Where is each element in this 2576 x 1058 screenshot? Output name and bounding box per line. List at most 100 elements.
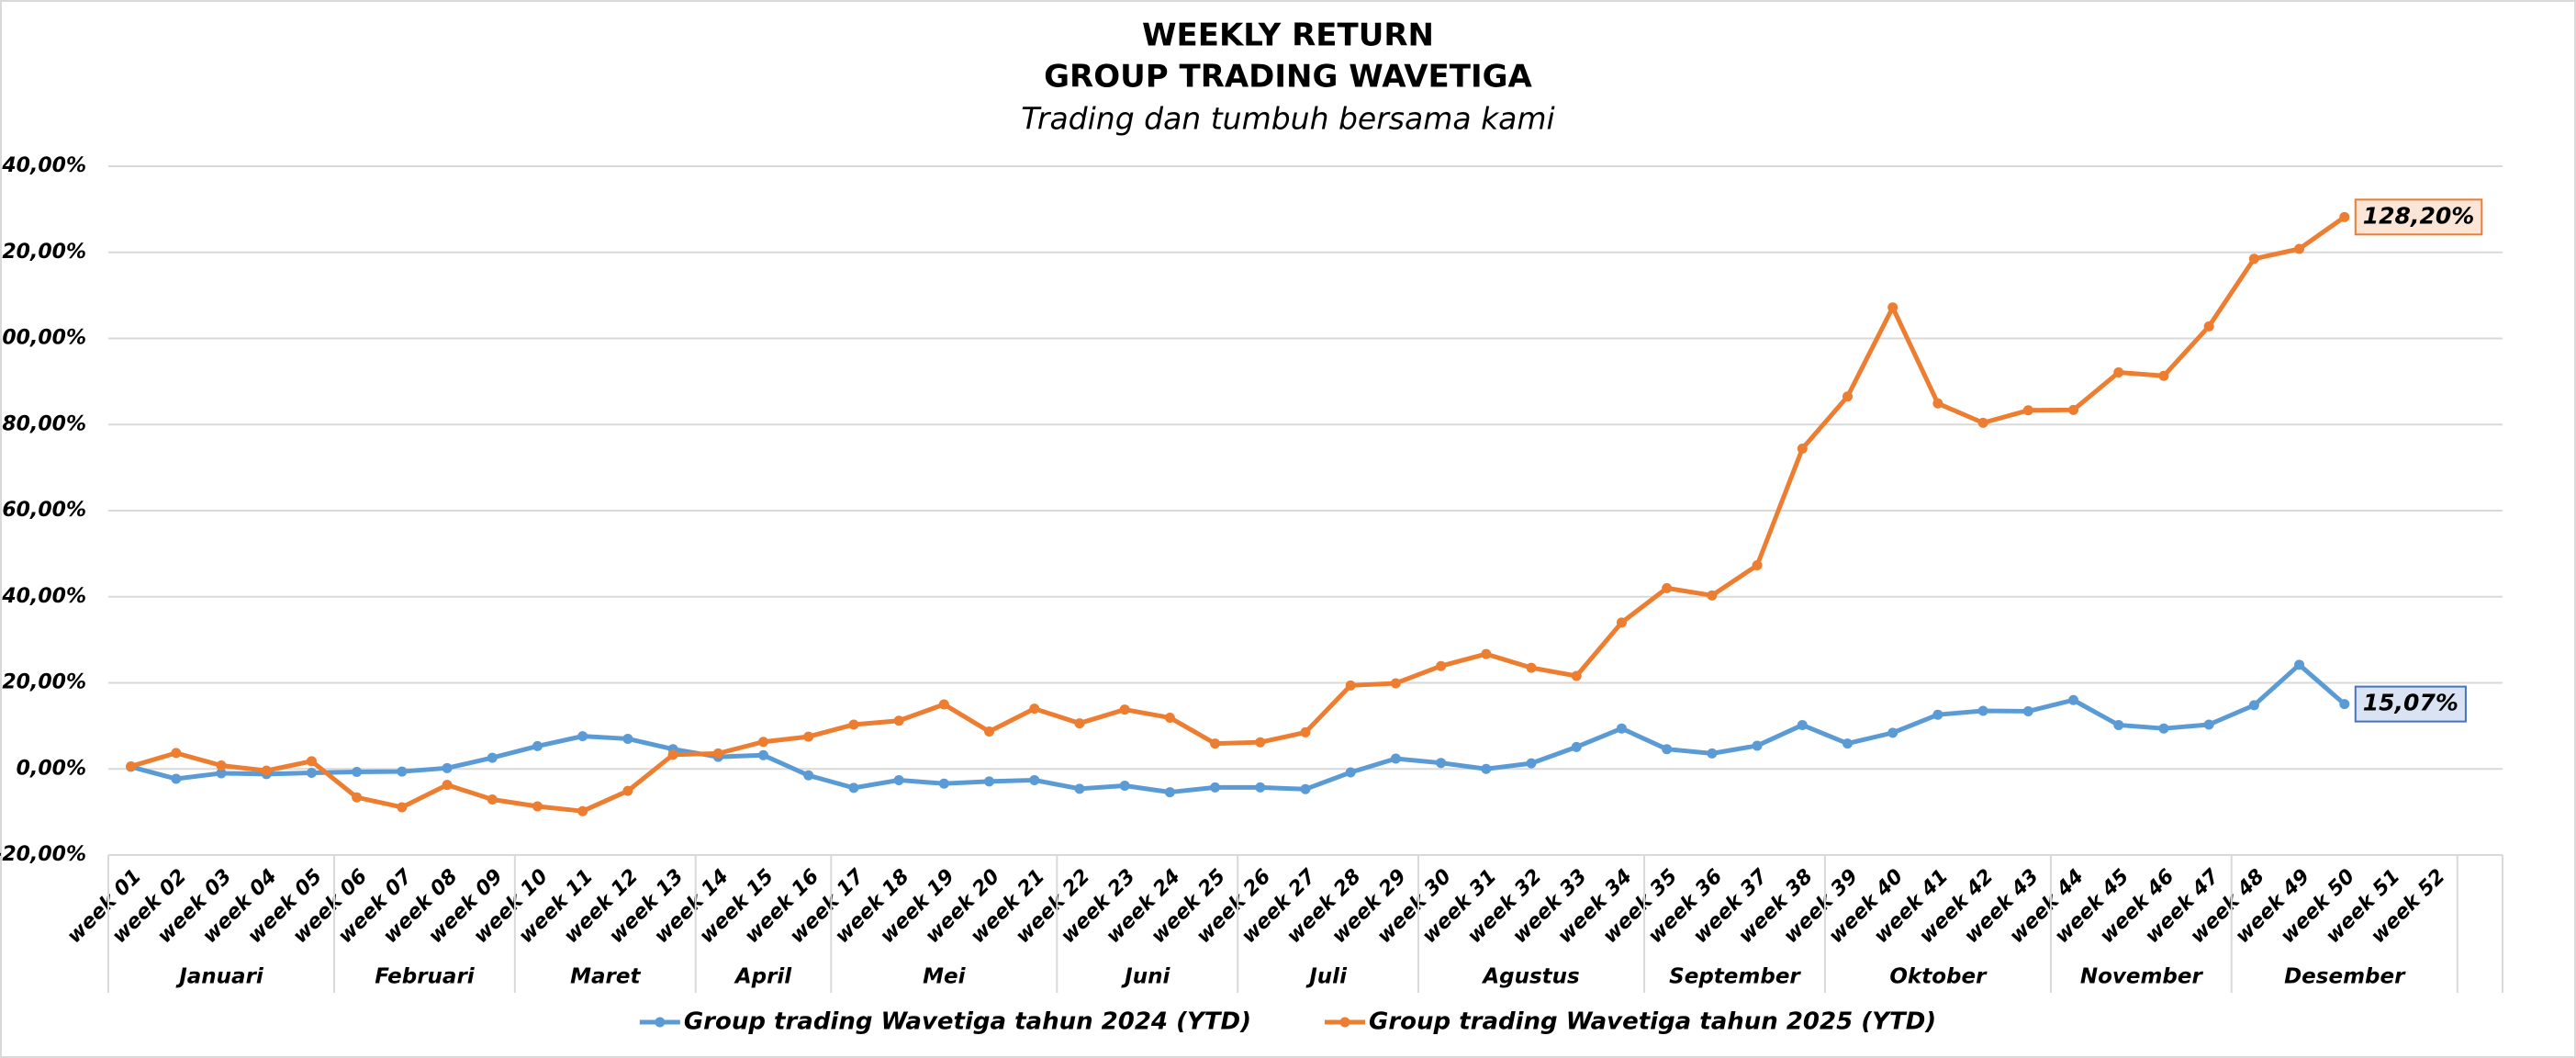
data-point [1662, 744, 1673, 755]
data-point [1977, 417, 1988, 428]
data-point [1436, 758, 1447, 769]
data-point [1526, 758, 1537, 769]
data-point [216, 760, 227, 771]
data-point [171, 748, 182, 759]
data-point [2203, 719, 2214, 730]
data-point [126, 760, 137, 771]
data-point [758, 749, 769, 760]
data-point [1707, 748, 1718, 759]
data-point [487, 794, 498, 805]
data-label: 128,20% [2363, 202, 2475, 229]
data-point [352, 792, 363, 803]
data-point [938, 699, 949, 710]
data-point [261, 765, 272, 776]
data-point [1887, 302, 1898, 313]
data-point [893, 715, 904, 726]
data-point [2068, 694, 2079, 705]
data-label-group: 128,20% [2354, 198, 2483, 236]
series-line [129, 662, 2346, 795]
data-point [1345, 767, 1356, 778]
y-tick-label: 120,00% [0, 241, 86, 264]
y-tick-label: 100,00% [0, 327, 86, 350]
data-point [2248, 253, 2259, 264]
data-point [577, 731, 588, 742]
data-label-box [2354, 685, 2467, 723]
data-point [1887, 727, 1898, 738]
data-point [1752, 740, 1763, 751]
data-point [397, 766, 408, 777]
data-point [577, 805, 588, 816]
data-point [2022, 705, 2033, 716]
data-point [2068, 404, 2079, 415]
month-label: September [1669, 965, 1801, 989]
legend-marker [1339, 1017, 1350, 1028]
data-point [2294, 243, 2305, 254]
data-point [1932, 398, 1943, 409]
data-point [2248, 700, 2259, 711]
data-point [1932, 709, 1943, 720]
month-label: Juli [1305, 965, 1348, 989]
y-tick-label: 20,00% [2, 671, 86, 694]
data-point [1119, 704, 1130, 715]
data-point [1255, 737, 1266, 748]
data-point [1074, 718, 1085, 729]
y-tick-label: 140,00% [0, 154, 86, 177]
data-point [984, 776, 995, 787]
data-point [803, 731, 814, 742]
data-point [1616, 723, 1627, 734]
data-point [1977, 705, 1988, 716]
data-point [1842, 738, 1853, 749]
data-point [1029, 703, 1040, 715]
data-point [622, 785, 633, 796]
data-point [1436, 660, 1447, 671]
data-point [1390, 678, 1401, 689]
month-label: April [734, 965, 792, 989]
month-label: Januari [175, 965, 264, 989]
month-label: Mei [923, 965, 966, 989]
month-label: Maret [570, 965, 641, 989]
y-tick-label: 0,00% [17, 757, 86, 780]
data-point [2203, 321, 2214, 332]
data-point [2158, 370, 2169, 381]
data-point [938, 778, 949, 789]
data-point [667, 749, 678, 760]
data-point [1255, 782, 1266, 793]
month-label: November [2080, 965, 2204, 989]
data-point [2113, 367, 2124, 378]
data-point [306, 767, 317, 778]
month-label: Oktober [1889, 965, 1988, 989]
data-point [1571, 670, 1582, 681]
data-point [1616, 617, 1627, 628]
month-label: Agustus [1481, 965, 1579, 989]
data-point [2294, 659, 2305, 670]
data-point [2022, 405, 2033, 416]
data-point [1119, 781, 1130, 792]
data-point [2158, 723, 2169, 734]
data-point [1662, 582, 1673, 593]
data-point [1300, 783, 1311, 794]
month-label: Desember [2284, 965, 2406, 989]
data-point [1300, 726, 1311, 737]
chart-tagline: Trading dan tumbuh bersama kami [1021, 101, 1554, 137]
chart-title: WEEKLY RETURN [1142, 17, 1434, 54]
data-point [848, 782, 859, 794]
data-point [1752, 560, 1763, 571]
y-tick-label: -20,00% [0, 843, 86, 866]
data-point [1029, 774, 1040, 785]
data-point [1842, 391, 1853, 402]
data-point [1526, 662, 1537, 673]
data-point [1797, 444, 1808, 454]
y-tick-label: 60,00% [2, 499, 86, 522]
data-label-group: 15,07% [2354, 685, 2467, 723]
data-point [1210, 782, 1221, 793]
data-point [2339, 699, 2350, 710]
chart-subtitle: GROUP TRADING WAVETIGA [1044, 59, 1532, 96]
y-tick-label: 40,00% [1, 585, 86, 608]
data-point [352, 767, 363, 778]
data-point [1797, 719, 1808, 730]
data-point [1707, 590, 1718, 601]
data-point [848, 719, 859, 730]
data-point [306, 756, 317, 767]
series-line [129, 215, 2346, 814]
